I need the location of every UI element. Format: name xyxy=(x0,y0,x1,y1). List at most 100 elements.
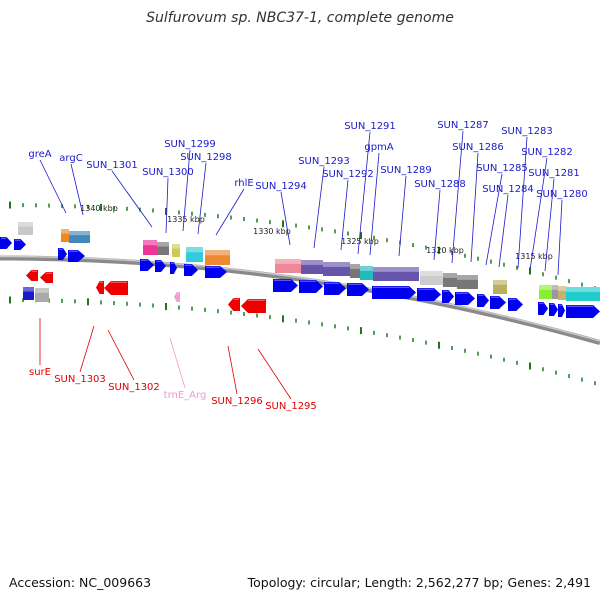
forward-label-leader xyxy=(544,178,555,272)
genome-summary-text: Topology: circular; Length: 2,562,277 bp… xyxy=(247,575,591,590)
annotation-block-highlight xyxy=(186,247,203,253)
reverse-gene-label: SUN_1302 xyxy=(108,382,160,393)
annotation-block xyxy=(23,287,34,300)
annotation-block-body xyxy=(157,242,169,255)
forward-gene-arrow-body xyxy=(324,282,346,295)
annotation-block xyxy=(360,266,373,280)
annotation-block-highlight xyxy=(275,259,301,264)
annotation-block xyxy=(566,287,600,301)
annotation-block xyxy=(61,229,69,242)
annotation-block-body xyxy=(566,287,600,301)
annotation-block-body xyxy=(493,280,507,294)
reverse-gene-arrow xyxy=(241,299,266,313)
reverse-label-leader xyxy=(227,345,238,395)
forward-gene-label: rhlE xyxy=(234,178,253,189)
annotation-block-body xyxy=(23,287,34,300)
annotation-block-body xyxy=(205,250,230,265)
annotation-block-highlight xyxy=(350,264,360,269)
annotation-block-highlight xyxy=(205,250,230,256)
forward-gene-label: SUN_1286 xyxy=(452,142,504,153)
reverse-gene-arrow xyxy=(40,272,53,283)
forward-label-leader xyxy=(517,136,528,269)
forward-label-leader xyxy=(39,159,67,214)
forward-gene-arrow xyxy=(566,305,600,318)
forward-gene-arrow xyxy=(14,239,26,250)
forward-gene-label: gpmA xyxy=(364,142,393,153)
forward-gene-arrow xyxy=(273,279,298,292)
annotation-block-body xyxy=(301,260,323,274)
annotation-block xyxy=(172,244,180,257)
forward-gene-label: SUN_1283 xyxy=(501,126,553,137)
annotation-block xyxy=(186,247,203,262)
forward-label-leader xyxy=(340,179,349,251)
reverse-label-leader xyxy=(79,325,95,373)
forward-label-leader xyxy=(313,166,325,249)
forward-gene-arrow xyxy=(455,292,475,305)
reverse-gene-label: surE xyxy=(29,367,51,378)
forward-gene-arrow xyxy=(347,283,369,296)
forward-label-leader xyxy=(111,170,153,228)
rna-gene-arrow-body xyxy=(174,292,180,302)
annotation-block xyxy=(275,259,301,273)
annotation-block xyxy=(558,286,566,300)
forward-gene-arrow xyxy=(0,237,12,249)
forward-gene-arrow-body xyxy=(455,292,475,305)
annotation-block-body xyxy=(143,240,157,255)
forward-gene-arrow xyxy=(205,266,227,278)
forward-gene-arrow xyxy=(372,286,416,299)
annotation-block xyxy=(143,240,157,255)
forward-gene-arrow-body xyxy=(417,288,441,301)
annotation-block xyxy=(373,267,419,281)
annotation-block-body xyxy=(18,222,33,235)
scale-label: 1315 kbp xyxy=(515,252,553,261)
reverse-gene-arrow-body xyxy=(40,272,53,283)
annotation-block-highlight xyxy=(566,287,600,292)
annotation-block-highlight xyxy=(23,287,34,292)
forward-gene-arrow xyxy=(299,280,323,293)
forward-gene-arrow-body xyxy=(205,266,227,278)
annotation-block-body xyxy=(61,229,69,242)
forward-gene-label: SUN_1280 xyxy=(536,189,588,200)
map-footer: Accession: NC_009663 Topology: circular;… xyxy=(9,575,591,590)
map-title: Sulfurovum sp. NBC37-1, complete genome xyxy=(146,10,454,26)
annotation-block-highlight xyxy=(457,275,478,280)
annotation-block-highlight xyxy=(493,280,507,285)
annotation-block-highlight xyxy=(157,242,169,247)
forward-gene-label: SUN_1294 xyxy=(255,181,307,192)
forward-gene-label: SUN_1291 xyxy=(344,121,396,132)
annotation-block xyxy=(301,260,323,274)
annotation-block xyxy=(323,262,350,276)
forward-gene-arrow xyxy=(538,302,548,315)
annotation-block xyxy=(350,264,360,278)
annotation-block-highlight xyxy=(35,288,49,293)
forward-gene-label: SUN_1301 xyxy=(86,160,138,171)
reverse-label-leader xyxy=(169,337,186,389)
forward-gene-label: SUN_1292 xyxy=(322,169,374,180)
reverse-gene-arrow-body xyxy=(26,270,38,281)
forward-gene-arrow xyxy=(549,303,558,316)
annotation-block-highlight xyxy=(143,240,157,246)
forward-gene-arrow-body xyxy=(538,302,548,315)
reverse-gene-arrow xyxy=(228,298,240,311)
forward-gene-arrow xyxy=(442,290,454,303)
annotation-block-body xyxy=(552,285,558,299)
forward-gene-arrow-body xyxy=(299,280,323,293)
reverse-gene-arrow xyxy=(26,270,38,281)
annotation-block-highlight xyxy=(323,262,350,267)
forward-gene-arrow-body xyxy=(170,262,177,274)
scale-label: 1320 kbp xyxy=(426,246,464,255)
annotation-block-highlight xyxy=(420,271,443,276)
scale-label: 1340 kbp xyxy=(80,204,118,213)
reverse-gene-arrow-body xyxy=(96,281,104,294)
annotation-block xyxy=(35,288,49,302)
forward-gene-arrow-body xyxy=(68,250,85,262)
forward-gene-label: SUN_1285 xyxy=(476,163,528,174)
forward-label-leader xyxy=(485,173,503,266)
annotation-block-highlight xyxy=(552,285,558,290)
annotation-block-body xyxy=(186,247,203,262)
reverse-strand-genes xyxy=(26,270,266,313)
forward-gene-arrow-body xyxy=(347,283,369,296)
scale-label: 1335 kbp xyxy=(167,215,205,224)
forward-gene-arrow-body xyxy=(508,298,523,311)
